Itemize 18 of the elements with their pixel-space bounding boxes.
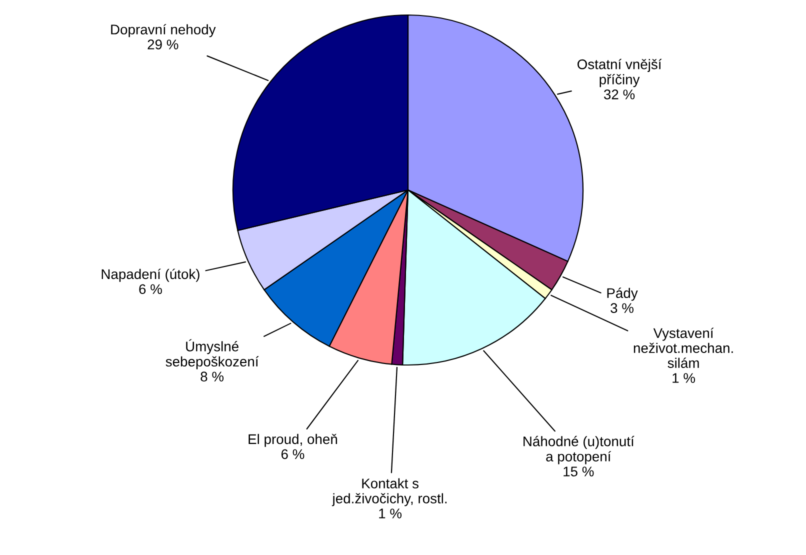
data-label: 3 % bbox=[610, 303, 634, 313]
slice-label: Úmyslné sebepoškození bbox=[166, 339, 259, 370]
slice-label: Kontakt s jed.živočichy, rostl. bbox=[332, 478, 447, 506]
slice-label: Náhodné (u)tonutí a potopení bbox=[524, 436, 634, 464]
data-label: 1 % bbox=[379, 508, 402, 518]
slice-label: Dopravní nehody bbox=[111, 24, 216, 38]
slice-label: Pády bbox=[607, 288, 638, 301]
data-label: 1 % bbox=[672, 373, 696, 383]
slice-label: El proud, oheň bbox=[248, 434, 338, 447]
data-label: 6 % bbox=[139, 284, 162, 294]
slice-label: Napadení (útok) bbox=[102, 268, 200, 282]
slice-label: Ostatní vnější příčiny bbox=[577, 58, 662, 88]
data-label: 8 % bbox=[200, 372, 224, 382]
data-label: 6 % bbox=[281, 449, 304, 460]
data-label: 29 % bbox=[148, 40, 178, 50]
slice-label: Vystavení neživot.mechan. silám bbox=[634, 328, 733, 368]
data-label: 32 % bbox=[604, 90, 635, 100]
data-label: 15 % bbox=[564, 466, 594, 476]
